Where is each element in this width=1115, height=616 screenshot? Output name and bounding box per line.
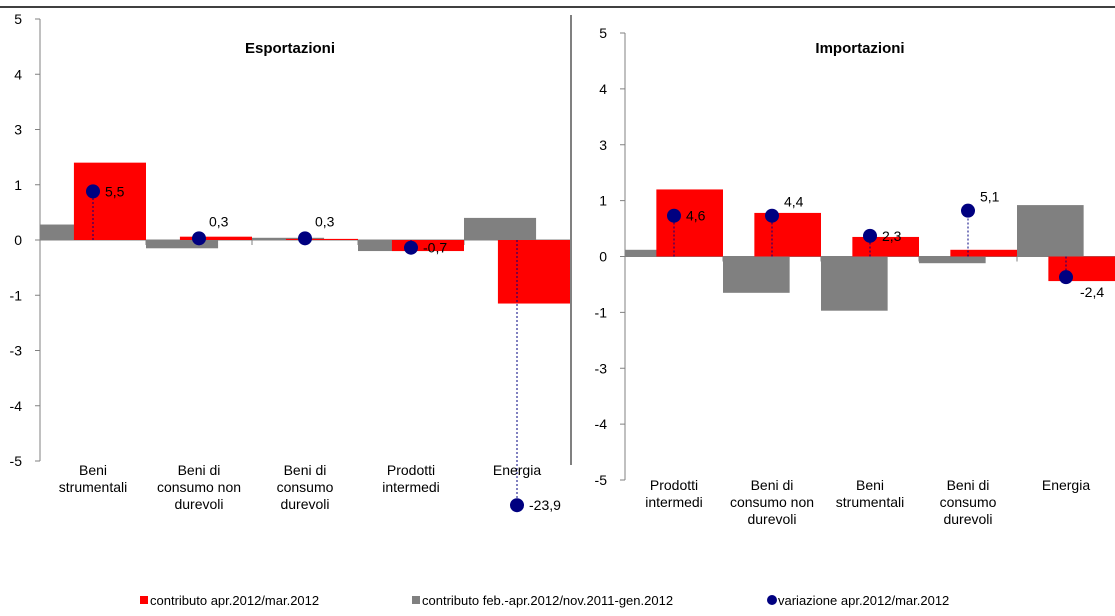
- category-label: Beni: [856, 477, 884, 493]
- category-label: durevoli: [174, 496, 223, 512]
- data-point: [510, 498, 524, 513]
- legend-swatch: [412, 596, 420, 604]
- data-point: [192, 231, 206, 246]
- bar-red: [1048, 256, 1115, 282]
- legend: contributo apr.2012/mar.2012 contributo f…: [140, 593, 949, 608]
- category-label: durevoli: [280, 496, 329, 512]
- point-label: 0,3: [209, 213, 229, 229]
- y-tick-label: -3: [595, 360, 608, 376]
- point-label: 2,3: [882, 228, 902, 244]
- category-label: intermedi: [645, 494, 703, 510]
- y-tick-label: 4: [14, 66, 22, 82]
- legend-swatch: [767, 595, 777, 605]
- y-tick-label: 3: [14, 122, 22, 138]
- y-tick-label: 1: [599, 193, 607, 209]
- point-label: 4,6: [686, 208, 706, 224]
- chart-title: Esportazioni: [245, 40, 335, 57]
- bar-grey: [464, 217, 537, 240]
- y-tick-label: 5: [599, 25, 607, 41]
- category-label: Beni di: [178, 462, 221, 478]
- y-tick-label: -5: [10, 453, 23, 469]
- bar-grey: [723, 256, 790, 293]
- y-tick-label: 1: [14, 177, 22, 193]
- category-label: Prodotti: [650, 477, 698, 493]
- bar-red: [285, 238, 358, 240]
- data-point: [863, 228, 877, 243]
- bar-grey: [821, 256, 888, 311]
- bar-red: [950, 249, 1017, 257]
- point-label: -0,7: [423, 240, 447, 256]
- bar-red: [73, 162, 146, 240]
- category-label: strumentali: [59, 479, 127, 495]
- category-label: durevoli: [747, 511, 796, 527]
- category-label: Energia: [1042, 477, 1090, 493]
- bar-red: [179, 236, 252, 240]
- y-tick-label: 0: [14, 232, 22, 248]
- bar-red: [497, 240, 570, 304]
- category-label: Beni: [79, 462, 107, 478]
- data-point: [404, 240, 418, 255]
- data-point: [765, 208, 779, 223]
- bar-grey: [146, 240, 219, 249]
- bar-grey: [919, 256, 986, 264]
- y-tick-label: -3: [10, 343, 23, 359]
- y-tick-label: -4: [10, 398, 23, 414]
- data-point: [961, 203, 975, 218]
- category-label: Beni di: [947, 477, 990, 493]
- point-label: 5,1: [980, 189, 1000, 205]
- category-label: Beni di: [284, 462, 327, 478]
- point-label: -23,9: [529, 497, 561, 513]
- chart-title: Importazioni: [815, 40, 904, 57]
- legend-label: variazione apr.2012/mar.2012: [778, 593, 949, 608]
- bar-red: [656, 189, 723, 257]
- category-label: consumo non: [157, 479, 241, 495]
- category-label: intermedi: [382, 479, 440, 495]
- legend-swatch: [140, 596, 148, 604]
- y-tick-label: 3: [599, 137, 607, 153]
- category-label: consumo: [277, 479, 334, 495]
- chart-panel-2: 5 4 3 1 0 -1 -3 -4 -5 Importazioni 4,6 Prodottiinte…: [595, 25, 1115, 527]
- category-label: Energia: [493, 462, 541, 478]
- category-label: durevoli: [943, 511, 992, 527]
- y-tick-label: -5: [595, 472, 608, 488]
- point-label: -2,4: [1080, 284, 1104, 300]
- bar-grey: [1017, 205, 1084, 257]
- data-point: [86, 184, 100, 199]
- bar-red: [391, 240, 464, 252]
- data-point: [1059, 270, 1073, 285]
- y-tick-label: -4: [595, 416, 608, 432]
- data-point: [298, 231, 312, 246]
- y-tick-label: -1: [595, 304, 608, 320]
- point-label: 4,4: [784, 194, 804, 210]
- category-label: Beni di: [751, 477, 794, 493]
- category-label: consumo: [940, 494, 997, 510]
- legend-label: contributo apr.2012/mar.2012: [150, 593, 319, 608]
- legend-label: contributo feb.-apr.2012/nov.2011-gen.20…: [422, 593, 673, 608]
- data-point: [667, 208, 681, 223]
- bar-red: [754, 212, 821, 257]
- y-tick-label: -1: [10, 287, 23, 303]
- y-tick-label: 0: [599, 249, 607, 265]
- y-tick-label: 5: [14, 11, 22, 27]
- bar-grey: [252, 237, 325, 240]
- category-label: Prodotti: [387, 462, 435, 478]
- category-label: consumo non: [730, 494, 814, 510]
- y-tick-label: 4: [599, 81, 607, 97]
- point-label: 5,5: [105, 183, 125, 199]
- chart-panel-1: 5 4 3 1 0 -1 -3 -4 -5 Esportazioni 5,5 Benistrument…: [10, 11, 571, 513]
- category-label: strumentali: [836, 494, 904, 510]
- point-label: 0,3: [315, 213, 335, 229]
